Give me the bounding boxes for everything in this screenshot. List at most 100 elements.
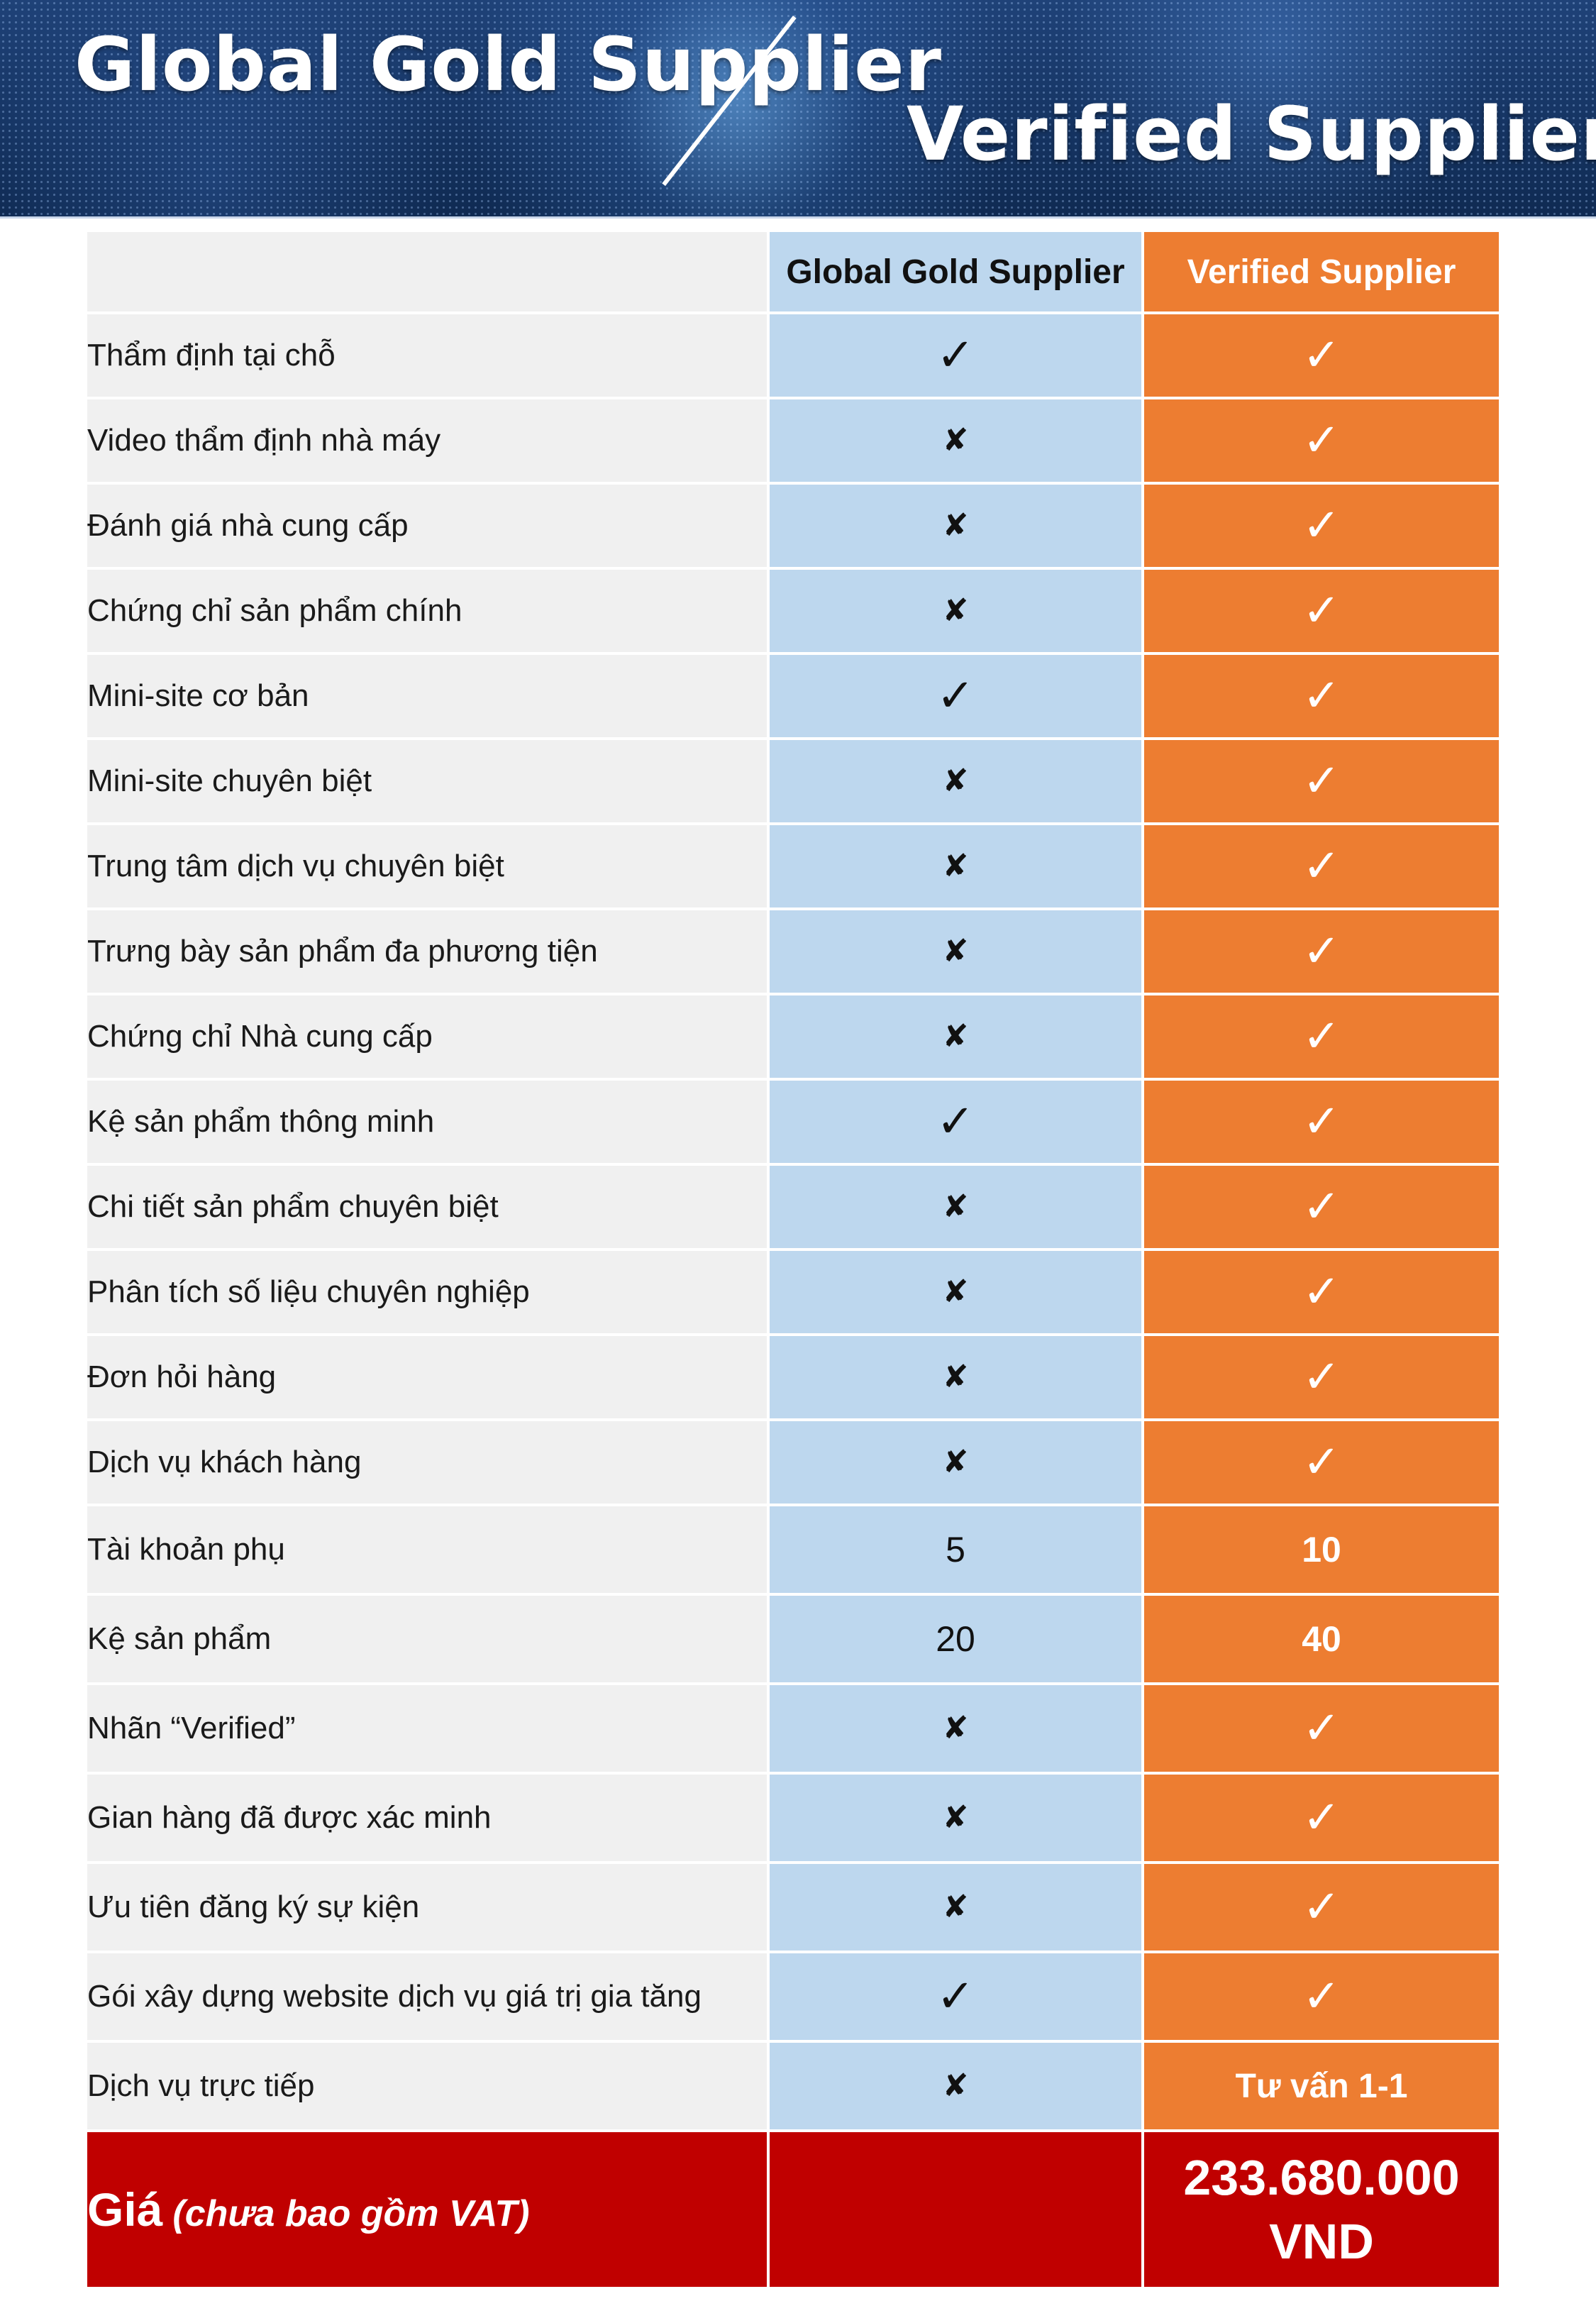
check-icon: ✓ [1302, 1792, 1341, 1844]
feature-label: Gian hàng đã được xác minh [87, 1775, 770, 1861]
table-row: Chứng chỉ Nhà cung cấp ✘ ✓ [87, 995, 1499, 1078]
verified-cell: ✓ [1144, 1421, 1499, 1504]
count-value: 10 [1302, 1530, 1341, 1569]
verified-cell: ✓ [1144, 570, 1499, 652]
gold-cell: ✘ [770, 570, 1144, 652]
cross-icon: ✘ [942, 1889, 969, 1925]
check-icon: ✓ [936, 1096, 975, 1148]
verified-cell: ✓ [1144, 655, 1499, 737]
table-header-row: Global Gold Supplier Verified Supplier [87, 232, 1499, 311]
feature-label: Dịch vụ khách hàng [87, 1421, 770, 1504]
table-row: Tài khoản phụ 5 10 [87, 1506, 1499, 1593]
comparison-table-body: Global Gold Supplier Verified Supplier T… [87, 232, 1499, 2287]
price-amount: 233.680.000 [1183, 2150, 1460, 2205]
check-icon: ✓ [1302, 670, 1341, 722]
gold-cell: ✘ [770, 1251, 1144, 1333]
count-value: 5 [946, 1530, 965, 1569]
verified-cell: ✓ [1144, 910, 1499, 993]
gold-cell: 20 [770, 1596, 1144, 1682]
price-currency: VND [1269, 2214, 1374, 2269]
cross-icon: ✘ [942, 848, 969, 884]
cross-icon: ✘ [942, 2068, 969, 2104]
verified-cell: ✓ [1144, 1336, 1499, 1418]
count-value: 40 [1302, 1619, 1341, 1659]
cross-icon: ✘ [942, 1274, 969, 1310]
table-row: Kệ sản phẩm thông minh ✓ ✓ [87, 1081, 1499, 1163]
table-row: Đánh giá nhà cung cấp ✘ ✓ [87, 485, 1499, 567]
check-icon: ✓ [936, 329, 975, 382]
feature-label: Ưu tiên đăng ký sự kiện [87, 1864, 770, 1951]
header-feature-cell [87, 232, 770, 311]
gold-cell: ✘ [770, 1336, 1144, 1418]
verified-cell: ✓ [1144, 1685, 1499, 1772]
gold-cell: ✘ [770, 399, 1144, 482]
verified-cell: ✓ [1144, 1775, 1499, 1861]
check-icon: ✓ [1302, 1266, 1341, 1318]
cross-icon: ✘ [942, 507, 969, 544]
feature-label: Video thẩm định nhà máy [87, 399, 770, 482]
check-icon: ✓ [1302, 1010, 1341, 1063]
feature-label: Mini-site chuyên biệt [87, 740, 770, 822]
header-gold-cell: Global Gold Supplier [770, 232, 1144, 311]
gold-cell: ✘ [770, 485, 1144, 567]
cross-icon: ✘ [942, 1799, 969, 1836]
feature-label: Chứng chỉ Nhà cung cấp [87, 995, 770, 1078]
feature-label: Đơn hỏi hàng [87, 1336, 770, 1418]
check-icon: ✓ [1302, 414, 1341, 467]
check-icon: ✓ [1302, 1702, 1341, 1755]
feature-label: Đánh giá nhà cung cấp [87, 485, 770, 567]
count-value: 20 [936, 1619, 975, 1659]
verified-cell: ✓ [1144, 825, 1499, 907]
feature-label: Trưng bày sản phẩm đa phương tiện [87, 910, 770, 993]
check-icon: ✓ [936, 670, 975, 722]
feature-label: Dịch vụ trực tiếp [87, 2043, 770, 2129]
feature-label: Mini-site cơ bản [87, 655, 770, 737]
feature-label: Kệ sản phẩm [87, 1596, 770, 1682]
check-icon: ✓ [1302, 329, 1341, 382]
check-icon: ✓ [1302, 925, 1341, 978]
check-icon: ✓ [1302, 1881, 1341, 1933]
cross-icon: ✘ [942, 933, 969, 969]
verified-cell: Tư vấn 1-1 [1144, 2043, 1499, 2129]
table-row: Dịch vụ trực tiếp ✘ Tư vấn 1-1 [87, 2043, 1499, 2129]
cross-icon: ✘ [942, 592, 969, 629]
feature-label: Thẩm định tại chỗ [87, 314, 770, 397]
table-row: Chi tiết sản phẩm chuyên biệt ✘ ✓ [87, 1166, 1499, 1248]
check-icon: ✓ [1302, 755, 1341, 807]
gold-cell: ✘ [770, 1775, 1144, 1861]
gold-cell: ✘ [770, 1864, 1144, 1951]
cross-icon: ✘ [942, 1188, 969, 1225]
feature-label: Chi tiết sản phẩm chuyên biệt [87, 1166, 770, 1248]
verified-cell: ✓ [1144, 995, 1499, 1078]
cross-icon: ✘ [942, 1444, 969, 1480]
table-row: Gói xây dựng website dịch vụ giá trị gia… [87, 1953, 1499, 2040]
gold-cell: ✘ [770, 1421, 1144, 1504]
table-row: Trung tâm dịch vụ chuyên biệt ✘ ✓ [87, 825, 1499, 907]
table-row: Phân tích số liệu chuyên nghiệp ✘ ✓ [87, 1251, 1499, 1333]
table-row: Mini-site cơ bản ✓ ✓ [87, 655, 1499, 737]
header-banner: Global Gold Supplier Verified Supplier [0, 0, 1596, 219]
check-icon: ✓ [1302, 1970, 1341, 2023]
verified-cell: ✓ [1144, 740, 1499, 822]
gold-cell: ✓ [770, 314, 1144, 397]
gold-cell: ✘ [770, 910, 1144, 993]
cross-icon: ✘ [942, 1359, 969, 1395]
table-row: Thẩm định tại chỗ ✓ ✓ [87, 314, 1499, 397]
gold-cell: ✘ [770, 825, 1144, 907]
gold-cell: ✘ [770, 740, 1144, 822]
gold-cell: ✓ [770, 1953, 1144, 2040]
verified-cell: ✓ [1144, 485, 1499, 567]
table-row: Nhãn “Verified” ✘ ✓ [87, 1685, 1499, 1772]
price-vat-note: (chưa bao gồm VAT) [172, 2193, 530, 2234]
table-row: Gian hàng đã được xác minh ✘ ✓ [87, 1775, 1499, 1861]
gold-cell: ✘ [770, 1166, 1144, 1248]
check-icon: ✓ [1302, 1436, 1341, 1489]
check-icon: ✓ [936, 1970, 975, 2023]
price-row: Giá (chưa bao gồm VAT) 233.680.000 VND [87, 2132, 1499, 2287]
check-icon: ✓ [1302, 1181, 1341, 1233]
gold-cell: ✓ [770, 1081, 1144, 1163]
feature-label: Trung tâm dịch vụ chuyên biệt [87, 825, 770, 907]
check-icon: ✓ [1302, 1096, 1341, 1148]
verified-cell: 40 [1144, 1596, 1499, 1682]
feature-label: Phân tích số liệu chuyên nghiệp [87, 1251, 770, 1333]
